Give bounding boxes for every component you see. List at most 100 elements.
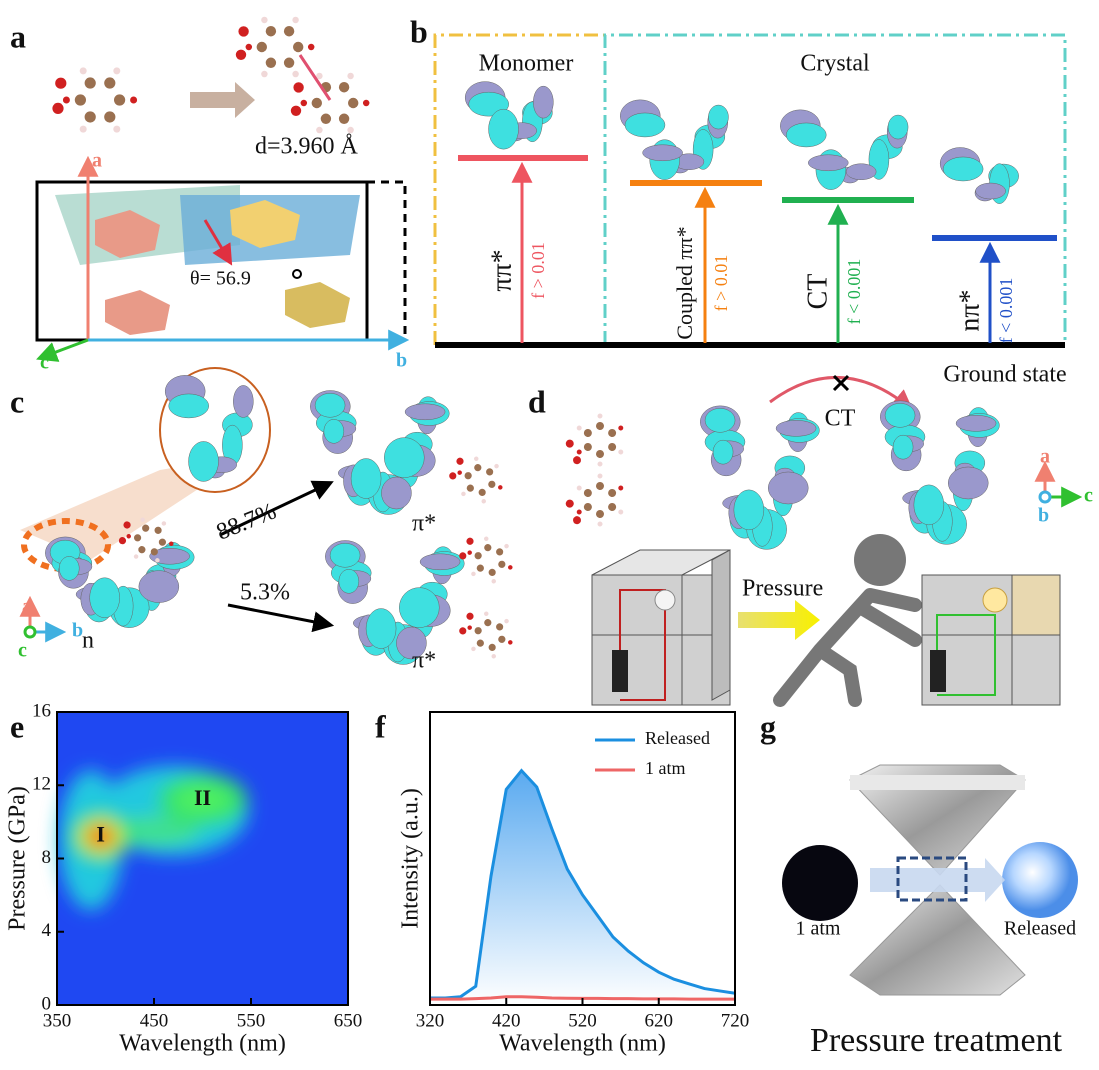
- target: π*: [412, 511, 436, 537]
- orbitals: [45, 375, 513, 665]
- atom: [155, 558, 160, 563]
- atom: [573, 516, 582, 525]
- ring: [95, 210, 160, 258]
- atom: [481, 499, 487, 504]
- atom: [457, 470, 462, 475]
- orbital-lobe: [775, 420, 817, 437]
- atom: [158, 538, 167, 546]
- peak-label: I: [96, 822, 105, 847]
- atom: [62, 96, 70, 104]
- atom: [474, 463, 482, 472]
- molecule: [235, 16, 315, 78]
- atom: [104, 77, 116, 89]
- atom: [292, 70, 299, 78]
- blocks-left: [591, 549, 731, 706]
- levels: ππ* f > 0.01 Coupled ππ* f > 0.01 CT f < 0.00…: [458, 81, 1057, 343]
- atom: [245, 43, 253, 51]
- orbital-lobe: [767, 471, 809, 505]
- atom: [618, 509, 624, 515]
- peak-label: II: [194, 785, 211, 810]
- ct-arrow: [769, 375, 914, 411]
- x-tick-label: 350: [43, 1010, 72, 1031]
- atom: [576, 449, 582, 455]
- atom: [491, 579, 497, 584]
- atom: [466, 612, 474, 620]
- atom: [618, 449, 624, 455]
- atom: [123, 521, 131, 529]
- state-name: nπ*: [954, 289, 985, 331]
- atom: [508, 565, 513, 570]
- orbital-lobe: [396, 626, 427, 660]
- x-tick-label: 520: [568, 1010, 597, 1031]
- atom: [283, 26, 295, 37]
- frame: [433, 33, 605, 345]
- atom: [456, 457, 464, 465]
- atom: [338, 82, 350, 93]
- panel-label: f: [375, 708, 386, 744]
- molecule: [459, 611, 513, 659]
- atom: [154, 526, 162, 534]
- atom: [583, 503, 592, 511]
- axis-c: [36, 338, 89, 362]
- atom: [504, 543, 509, 549]
- angle-arrow: [203, 219, 233, 266]
- atom: [491, 654, 497, 659]
- highlight: [896, 856, 968, 902]
- atom: [133, 534, 142, 542]
- atom: [84, 77, 96, 89]
- right-label: Released: [1004, 918, 1076, 940]
- branch: 88.7%: [213, 498, 280, 545]
- atom: [169, 541, 174, 547]
- orbital-lobe: [138, 570, 180, 603]
- orbital-lobe: [808, 154, 849, 172]
- axis-label: c: [18, 640, 27, 662]
- y-tick-label: 4: [42, 920, 52, 941]
- state-name: Coupled ππ*: [672, 226, 697, 339]
- state-name: CT: [802, 274, 833, 310]
- frame: [603, 33, 1067, 345]
- atom: [265, 57, 277, 68]
- atom: [476, 639, 484, 647]
- orbital-lobe: [955, 415, 997, 432]
- atom: [498, 485, 503, 490]
- orbital-lobe: [887, 114, 909, 140]
- atom: [608, 502, 617, 511]
- angle: θ= 56.9: [190, 268, 251, 290]
- atom: [597, 473, 603, 479]
- atom: [114, 94, 126, 106]
- atom: [488, 480, 496, 488]
- panel-label: e: [10, 708, 24, 744]
- orbital-lobe: [733, 489, 765, 531]
- orbital-lobe: [845, 163, 877, 180]
- orbital-lobe: [381, 476, 412, 510]
- distance: d=3.960 Å: [255, 134, 359, 160]
- axis-b: [1038, 490, 1052, 504]
- atom: [290, 105, 302, 116]
- axis-label: b: [1038, 505, 1049, 527]
- atom: [467, 625, 472, 630]
- orbital-lobe: [642, 144, 683, 162]
- panel-a: a d=3.960 Å θ= 56.9 a b c: [10, 16, 410, 374]
- orbital-lobe: [233, 385, 254, 418]
- heat-glow: [174, 785, 231, 814]
- axis-label: a: [92, 150, 102, 172]
- y-tick-label: 0: [42, 993, 52, 1014]
- atom: [133, 554, 139, 559]
- atom: [261, 16, 268, 24]
- atom: [583, 489, 592, 498]
- atom: [265, 26, 277, 37]
- atom: [79, 67, 87, 75]
- panel-label: d: [528, 383, 546, 419]
- bulb: [654, 589, 676, 611]
- atom: [473, 456, 479, 461]
- orbital-lobe: [188, 441, 219, 482]
- atom: [311, 97, 322, 109]
- atom: [565, 499, 574, 508]
- orbital-lobe: [338, 569, 360, 594]
- atom: [347, 72, 354, 80]
- orbital-lobe: [58, 556, 80, 581]
- orbital-lobe: [89, 577, 120, 619]
- monomer: Monomer: [479, 51, 574, 77]
